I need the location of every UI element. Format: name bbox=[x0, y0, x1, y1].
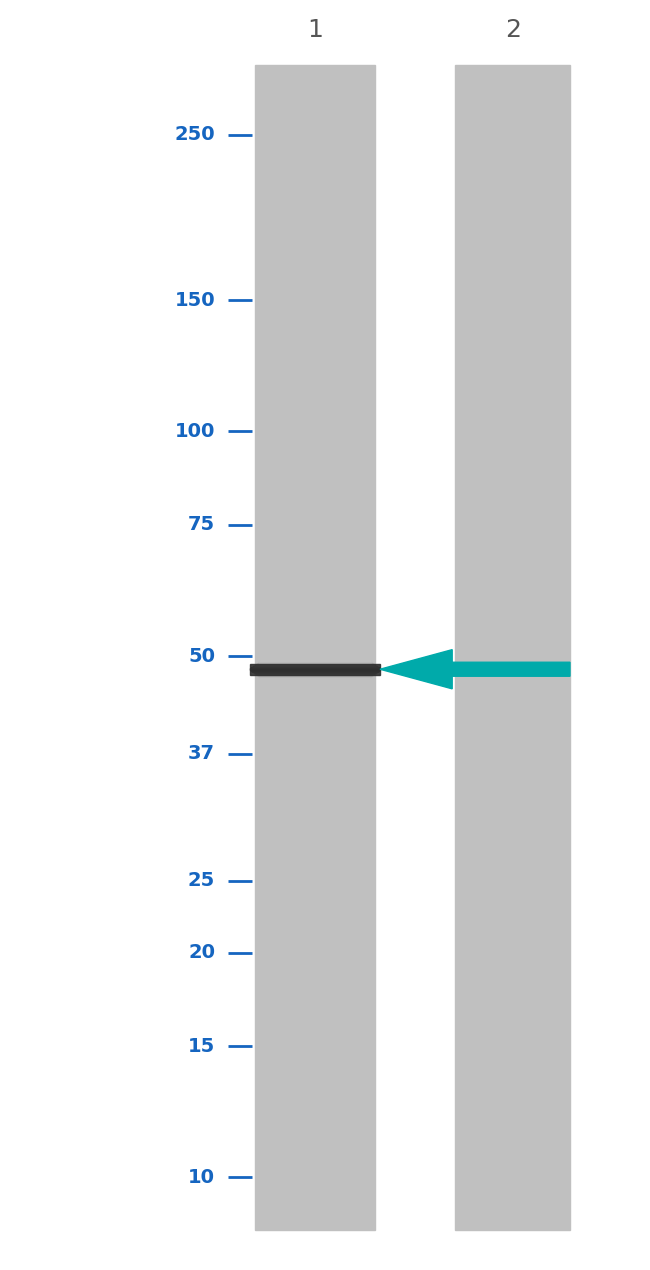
Text: 100: 100 bbox=[175, 422, 215, 441]
Text: 37: 37 bbox=[188, 744, 215, 763]
Text: 15: 15 bbox=[188, 1036, 215, 1055]
Text: 10: 10 bbox=[188, 1168, 215, 1187]
Bar bbox=[255, 65, 375, 1231]
FancyArrow shape bbox=[380, 650, 570, 688]
Text: 2: 2 bbox=[505, 18, 521, 42]
Bar bbox=[250, 664, 380, 674]
Text: 1: 1 bbox=[307, 18, 323, 42]
Text: 25: 25 bbox=[188, 871, 215, 890]
Bar bbox=[455, 65, 570, 1231]
Text: 20: 20 bbox=[188, 944, 215, 963]
Text: 150: 150 bbox=[174, 291, 215, 310]
Text: 250: 250 bbox=[174, 126, 215, 145]
Text: 50: 50 bbox=[188, 646, 215, 665]
Text: 75: 75 bbox=[188, 516, 215, 535]
